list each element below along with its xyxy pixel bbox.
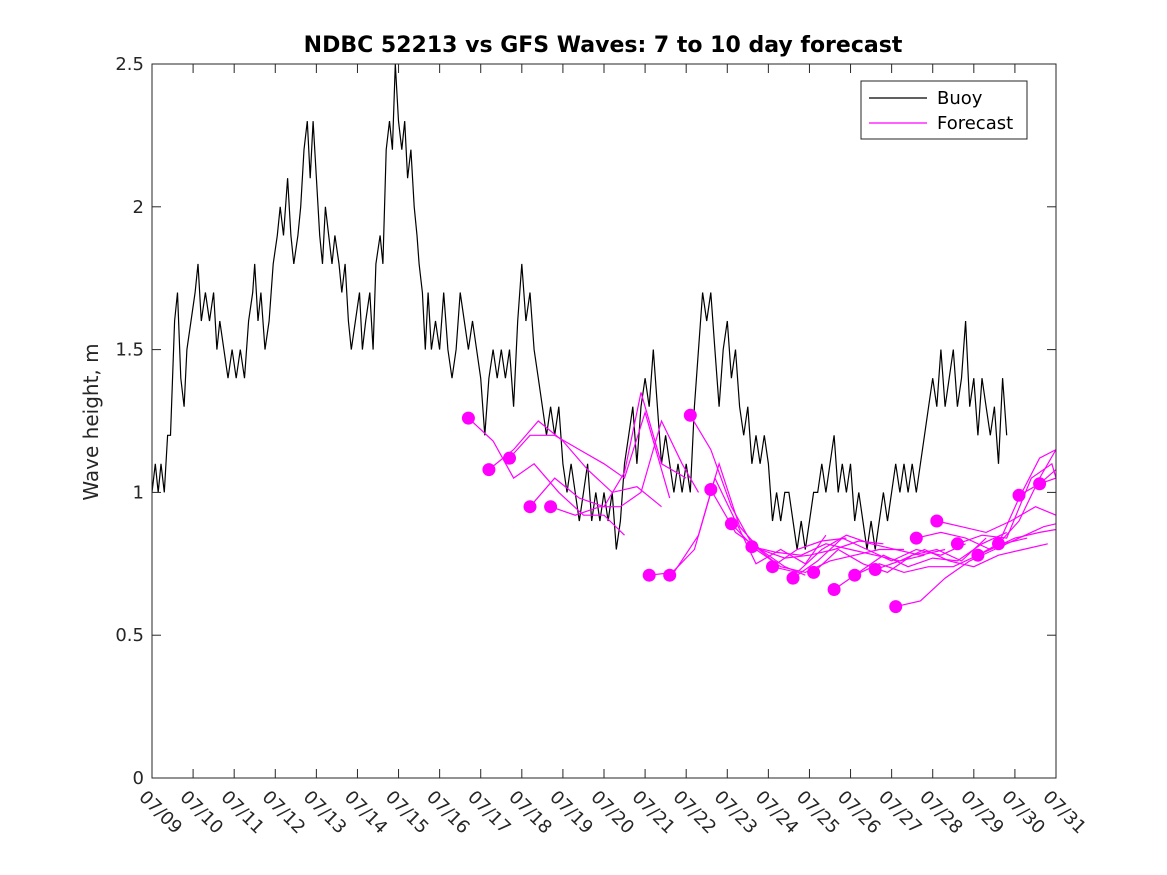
forecast-marker-22: [992, 537, 1005, 551]
forecast-marker-10: [745, 540, 759, 554]
forecast-marker-13: [807, 565, 821, 579]
forecast-marker-6: [663, 568, 677, 582]
series-forecast-line-12: [792, 537, 966, 579]
forecast-marker-12: [786, 571, 800, 585]
legend-label-1: Forecast: [937, 113, 1013, 134]
series-forecast-line-0: [467, 417, 625, 536]
plot-area: [152, 64, 1056, 614]
series-forecast-line-2: [509, 410, 671, 499]
forecast-marker-9: [724, 517, 738, 531]
legend: Buoy Forecast: [860, 80, 1028, 140]
legend-box: [860, 80, 1028, 140]
plot-series-group: [152, 64, 1056, 614]
forecast-marker-15: [848, 568, 862, 582]
forecast-marker-7: [683, 408, 697, 422]
y-tick-label-2: 1: [133, 482, 144, 503]
forecast-marker-20: [950, 537, 964, 551]
y-axis-label: Wave height, m: [79, 343, 103, 500]
forecast-marker-4: [544, 500, 558, 514]
forecast-marker-2: [503, 451, 516, 465]
forecast-marker-21: [971, 548, 985, 562]
y-tick-label-4: 2: [133, 197, 144, 218]
forecast-marker-0: [461, 411, 475, 425]
series-forecast-line-10: [751, 543, 925, 562]
series-forecast-line-6: [669, 476, 827, 576]
forecast-marker-3: [523, 500, 537, 514]
series-buoy-line: [152, 64, 1008, 550]
series-forecast-line-20: [957, 462, 1056, 545]
forecast-marker-16: [868, 563, 882, 576]
chart-title: NDBC 52213 vs GFS Waves: 7 to 10 day for…: [304, 33, 903, 58]
series-forecast-line-3: [529, 392, 687, 508]
forecast-marker-24: [1033, 477, 1047, 491]
legend-label-0: Buoy: [937, 88, 983, 109]
series-forecast-line-13: [813, 537, 987, 574]
series-forecast-line-14: [833, 531, 1007, 590]
y-tick-label-1: 0.5: [115, 625, 144, 646]
forecast-marker-17: [889, 600, 903, 614]
y-tick-label-5: 2.5: [115, 54, 144, 75]
series-forecast-line-7: [689, 414, 847, 565]
series-forecast-line-18: [916, 528, 1056, 551]
forecast-marker-1: [482, 463, 496, 477]
series-forecast-line-8: [710, 489, 884, 559]
forecast-marker-23: [1012, 488, 1026, 502]
series-forecast-line-16: [875, 543, 1048, 571]
forecast-marker-5: [642, 568, 656, 582]
forecast-marker-14: [827, 583, 841, 596]
series-forecast-line-19: [936, 506, 1056, 534]
forecast-marker-19: [930, 514, 944, 528]
forecast-marker-11: [766, 560, 779, 574]
series-forecast-line-9: [730, 523, 904, 574]
forecast-marker-18: [909, 531, 923, 545]
series-forecast-line-4: [550, 419, 700, 516]
y-tick-label-0: 0: [133, 768, 144, 789]
y-tick-label-3: 1.5: [115, 340, 144, 361]
series-forecast-line-1: [488, 420, 662, 508]
series-forecast-line-22: [998, 449, 1056, 545]
forecast-marker-8: [704, 483, 718, 496]
